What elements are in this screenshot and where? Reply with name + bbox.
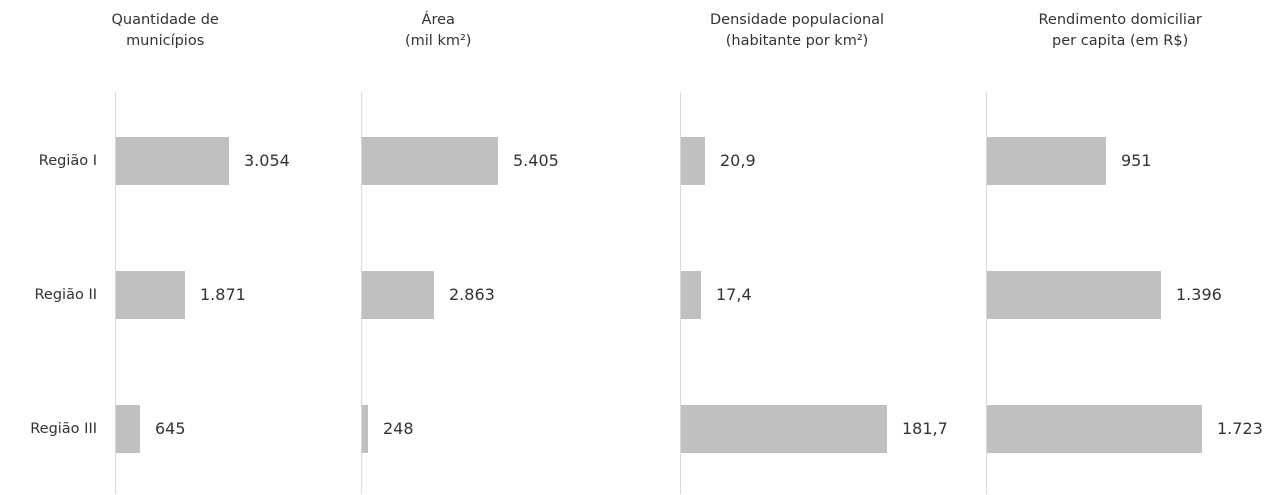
panel-3-bar-2: [681, 271, 701, 319]
panel-4-value-label-2: 1.396: [1176, 285, 1222, 304]
panel-2-title: Área (mil km²): [405, 10, 471, 52]
panel-3-bar-3: [681, 405, 887, 453]
panel-1-title: Quantidade de municípios: [112, 10, 219, 52]
category-label-regiao-2: Região II: [34, 287, 98, 303]
panel-1-value-label-1: 3.054: [244, 151, 290, 170]
panel-2-bar-3: [362, 405, 368, 453]
panel-3-axis-line: [680, 92, 681, 494]
panel-3-bar-1: [681, 137, 705, 185]
panel-3-title-line-2: (habitante por km²): [725, 33, 869, 49]
category-label-regiao-3: Região III: [30, 421, 97, 437]
panel-1-axis-line: [115, 92, 116, 494]
panel-4-axis-line: [986, 92, 987, 494]
panel-3-title: Densidade populacional (habitante por km²…: [710, 10, 884, 52]
category-label-regiao-1: Região I: [38, 153, 97, 169]
panel-4-bar-2: [987, 271, 1161, 319]
panel-1-title-line-2: municípios: [126, 33, 205, 49]
panel-2-value-label-1: 5.405: [513, 151, 559, 170]
panel-4-value-label-3: 1.723: [1217, 419, 1263, 438]
panel-3-value-label-2: 17,4: [716, 285, 752, 304]
panel-4-bar-3: [987, 405, 1202, 453]
panel-2-axis-line: [361, 92, 362, 494]
panel-2-value-label-3: 248: [383, 419, 414, 438]
panel-1-bar-3: [116, 405, 140, 453]
panel-4-title: Rendimento domiciliar per capita (em R$): [1039, 10, 1202, 52]
panel-1-bar-1: [116, 137, 229, 185]
panel-2-bar-2: [362, 271, 434, 319]
panel-1-title-line-1: Quantidade de: [111, 12, 219, 28]
panel-3-title-line-1: Densidade populacional: [710, 12, 885, 28]
panel-2-title-line-2: (mil km²): [405, 33, 472, 49]
panel-4-title-line-1: Rendimento domiciliar: [1038, 12, 1202, 28]
panel-4-title-line-2: per capita (em R$): [1052, 33, 1189, 49]
panel-2-value-label-2: 2.863: [449, 285, 495, 304]
panel-4-bar-1: [987, 137, 1106, 185]
panel-2-title-line-1: Área: [421, 12, 455, 28]
panel-1-value-label-2: 1.871: [200, 285, 246, 304]
panel-1-bar-2: [116, 271, 185, 319]
panel-2-bar-1: [362, 137, 498, 185]
panel-3-value-label-3: 181,7: [902, 419, 948, 438]
panel-4-value-label-1: 951: [1121, 151, 1152, 170]
panel-3-value-label-1: 20,9: [720, 151, 756, 170]
panel-1-value-label-3: 645: [155, 419, 186, 438]
